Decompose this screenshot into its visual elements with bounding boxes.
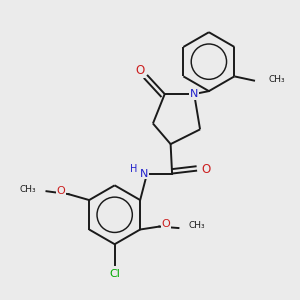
- Text: CH₃: CH₃: [268, 75, 285, 84]
- Text: Cl: Cl: [109, 269, 120, 279]
- Text: O: O: [57, 186, 66, 196]
- Text: N: N: [140, 169, 148, 178]
- Text: H: H: [130, 164, 137, 174]
- Text: O: O: [135, 64, 144, 77]
- Text: CH₃: CH₃: [189, 220, 206, 230]
- Text: O: O: [161, 219, 170, 229]
- Text: N: N: [190, 89, 198, 99]
- Text: CH₃: CH₃: [20, 185, 36, 194]
- Text: O: O: [201, 163, 211, 176]
